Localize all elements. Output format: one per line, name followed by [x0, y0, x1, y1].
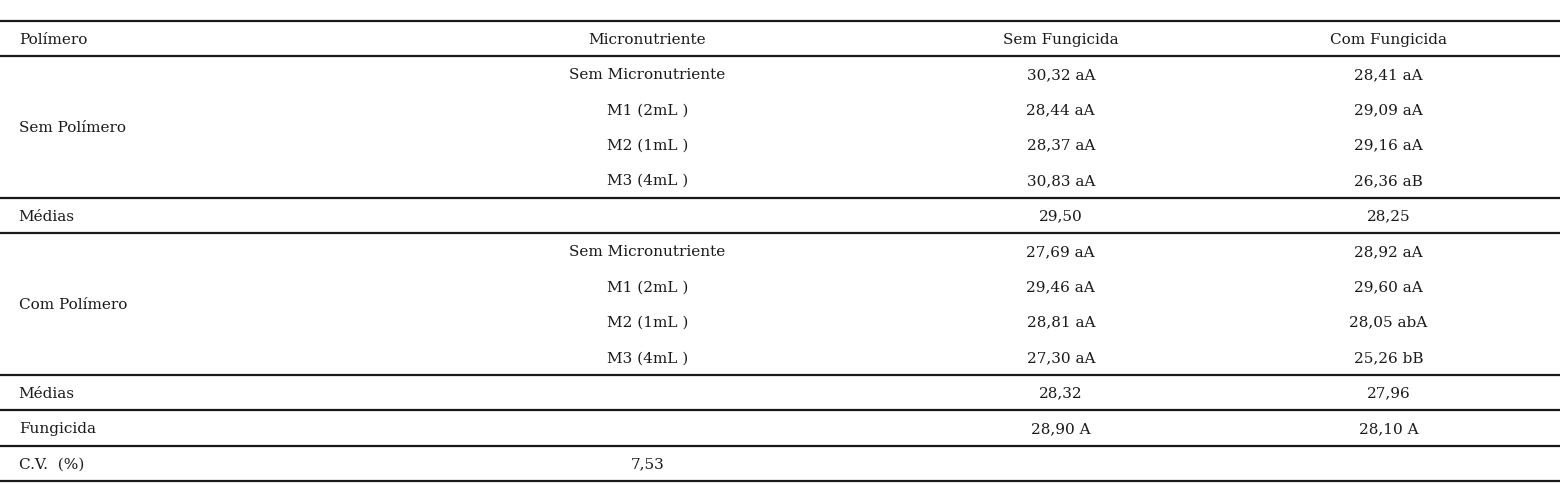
Text: 27,30 aA: 27,30 aA — [1026, 350, 1095, 364]
Text: 28,92 aA: 28,92 aA — [1354, 244, 1423, 258]
Text: 30,83 aA: 30,83 aA — [1026, 174, 1095, 188]
Text: M2 (1mL ): M2 (1mL ) — [607, 138, 688, 152]
Text: 25,26 bB: 25,26 bB — [1354, 350, 1423, 364]
Text: 28,05 abA: 28,05 abA — [1349, 315, 1427, 329]
Text: 28,44 aA: 28,44 aA — [1026, 103, 1095, 117]
Text: Médias: Médias — [19, 386, 75, 400]
Text: 27,69 aA: 27,69 aA — [1026, 244, 1095, 258]
Text: Com Polímero: Com Polímero — [19, 298, 126, 311]
Text: 28,25: 28,25 — [1367, 209, 1410, 223]
Text: 28,32: 28,32 — [1039, 386, 1083, 400]
Text: M1 (2mL ): M1 (2mL ) — [607, 103, 688, 117]
Text: M2 (1mL ): M2 (1mL ) — [607, 315, 688, 329]
Text: 26,36 aB: 26,36 aB — [1354, 174, 1423, 188]
Text: 29,46 aA: 29,46 aA — [1026, 280, 1095, 294]
Text: 29,16 aA: 29,16 aA — [1354, 138, 1423, 152]
Text: Médias: Médias — [19, 209, 75, 223]
Text: 28,37 aA: 28,37 aA — [1026, 138, 1095, 152]
Text: 29,09 aA: 29,09 aA — [1354, 103, 1423, 117]
Text: C.V.  (%): C.V. (%) — [19, 456, 84, 470]
Text: Polímero: Polímero — [19, 32, 87, 46]
Text: Sem Micronutriente: Sem Micronutriente — [569, 244, 725, 258]
Text: M3 (4mL ): M3 (4mL ) — [607, 174, 688, 188]
Text: 28,10 A: 28,10 A — [1359, 421, 1418, 435]
Text: 29,50: 29,50 — [1039, 209, 1083, 223]
Text: 28,81 aA: 28,81 aA — [1026, 315, 1095, 329]
Text: M3 (4mL ): M3 (4mL ) — [607, 350, 688, 364]
Text: 29,60 aA: 29,60 aA — [1354, 280, 1423, 294]
Text: 28,41 aA: 28,41 aA — [1354, 68, 1423, 82]
Text: 30,32 aA: 30,32 aA — [1026, 68, 1095, 82]
Text: Sem Micronutriente: Sem Micronutriente — [569, 68, 725, 82]
Text: Micronutriente: Micronutriente — [588, 32, 707, 46]
Text: Sem Fungicida: Sem Fungicida — [1003, 32, 1119, 46]
Text: 27,96: 27,96 — [1367, 386, 1410, 400]
Text: Sem Polímero: Sem Polímero — [19, 121, 126, 135]
Text: 28,90 A: 28,90 A — [1031, 421, 1090, 435]
Text: M1 (2mL ): M1 (2mL ) — [607, 280, 688, 294]
Text: 7,53: 7,53 — [630, 456, 665, 470]
Text: Fungicida: Fungicida — [19, 421, 95, 435]
Text: Com Fungicida: Com Fungicida — [1329, 32, 1448, 46]
